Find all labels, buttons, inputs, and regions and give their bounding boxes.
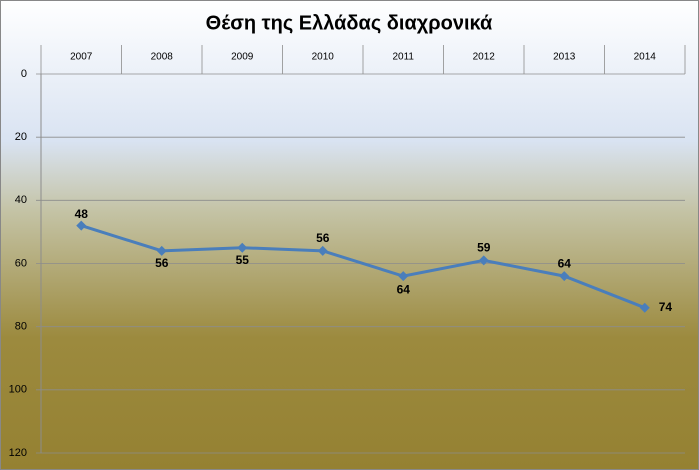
chart-title: Θέση της Ελλάδας διαχρονικά [206, 12, 493, 34]
y-tick-label: 60 [15, 257, 27, 269]
data-point [478, 255, 489, 266]
y-tick-label: 20 [15, 131, 27, 143]
x-tick-label: 2010 [312, 52, 335, 63]
data-point [156, 245, 167, 256]
data-point [559, 271, 570, 282]
data-label: 64 [397, 282, 411, 296]
x-tick-label: 2012 [473, 52, 496, 63]
data-point [398, 271, 409, 282]
series-line [80, 224, 646, 310]
x-tick-label: 2008 [151, 52, 174, 63]
data-point [76, 220, 87, 231]
y-tick-label: 80 [15, 321, 27, 333]
y-tick-label: 100 [9, 384, 27, 396]
data-label: 55 [236, 253, 250, 267]
x-tick-label: 2011 [392, 52, 414, 63]
y-tick-label: 40 [15, 194, 27, 206]
y-tick-label: 120 [9, 447, 27, 459]
x-tick-label: 2013 [553, 52, 576, 63]
data-point [237, 242, 248, 253]
data-label: 59 [477, 241, 491, 255]
data-label: 64 [558, 256, 572, 270]
x-tick-label: 2009 [231, 52, 254, 63]
data-label: 48 [75, 207, 89, 221]
data-label: 74 [659, 300, 673, 314]
data-point [639, 302, 650, 313]
y-tick-label: 0 [21, 68, 27, 80]
x-tick-label: 2014 [634, 52, 657, 63]
data-label: 56 [155, 256, 169, 270]
x-tick-label: 2007 [70, 52, 93, 63]
data-label: 56 [316, 231, 330, 245]
data-point [317, 245, 328, 256]
